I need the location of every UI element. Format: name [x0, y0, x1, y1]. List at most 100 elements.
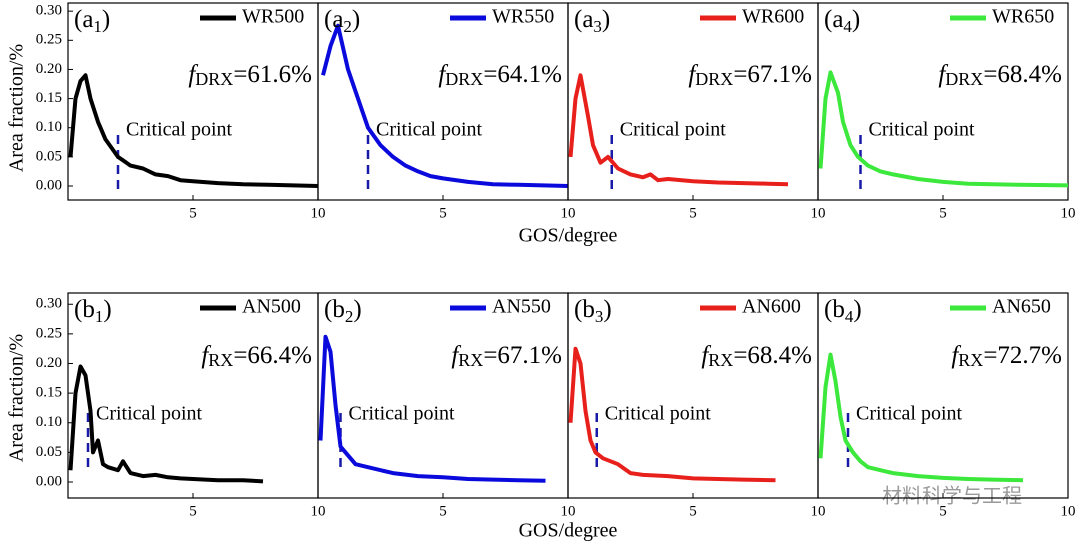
x-tick-label: 10 — [811, 205, 826, 221]
series-line — [68, 364, 264, 484]
fraction-label-part: =68.4% — [983, 61, 1062, 88]
panel-label-part: ) — [103, 296, 111, 323]
y-tick-label: 0.00 — [36, 177, 62, 193]
annotation: Critical point — [126, 119, 233, 141]
x-tick-label: 10 — [561, 503, 576, 519]
fraction-label-part: DRX — [695, 69, 733, 89]
panel-label-part: 3 — [593, 17, 602, 36]
y-tick-label: 0.05 — [36, 148, 62, 164]
fraction-label: fRX=67.1% — [451, 342, 562, 370]
fraction-label-part: =66.4% — [233, 342, 312, 369]
y-tick-label: 0.05 — [36, 444, 62, 460]
x-tick-label: 5 — [689, 205, 697, 221]
panel-label: (a2) — [324, 6, 360, 36]
y-tick-label: 0.00 — [36, 473, 62, 489]
y-tick-label: 0.10 — [36, 414, 62, 430]
panel-label-part: ) — [352, 6, 360, 33]
fraction-label-part: RX — [958, 350, 983, 370]
fraction-label-part: f — [688, 61, 698, 88]
fraction-label-part: DRX — [195, 69, 233, 89]
series-line — [568, 346, 776, 483]
x-tick-label: 5 — [189, 503, 197, 519]
fraction-label-part: =61.6% — [233, 61, 312, 88]
panel-label-part: (a — [824, 6, 843, 33]
watermark: 材料科学与工程 — [882, 484, 1022, 508]
fraction-label-part: f — [201, 342, 211, 369]
y-tick-label: 0.30 — [36, 296, 62, 312]
x-tick-label: 5 — [689, 503, 697, 519]
panel-label-part: (b — [74, 296, 95, 323]
fraction-label: fDRX=68.4% — [938, 61, 1062, 89]
series-line — [318, 334, 546, 483]
annotation: Critical point — [856, 403, 963, 425]
fraction-label-part: RX — [708, 350, 733, 370]
y-tick-label: 0.20 — [36, 61, 62, 77]
fraction-label-part: f — [451, 342, 461, 369]
panel-label-part: ) — [102, 6, 110, 33]
x-tick-label: 5 — [189, 205, 197, 221]
series-line — [818, 70, 1069, 188]
fraction-label-part: f — [438, 61, 448, 88]
fraction-label: fRX=68.4% — [701, 342, 812, 370]
panel-label-part: 2 — [343, 17, 352, 36]
legend-label: AN600 — [742, 296, 801, 318]
y-tick-label: 0.25 — [36, 32, 62, 48]
annotation: Critical point — [376, 119, 483, 141]
legend-label: WR500 — [242, 6, 304, 28]
series-line — [818, 352, 1024, 483]
plot-frame — [817, 292, 1069, 499]
panel-label-part: ) — [853, 296, 861, 323]
y-tick-label: 0.15 — [36, 385, 62, 401]
fraction-label-part: =64.1% — [483, 61, 562, 88]
panel-label: (a3) — [574, 6, 610, 36]
y-tick-label: 0.15 — [36, 90, 62, 106]
panel-label: (b2) — [324, 296, 362, 326]
fraction-label-part: =67.1% — [733, 61, 812, 88]
fraction-label-part: DRX — [945, 69, 983, 89]
fraction-label-part: f — [938, 61, 948, 88]
annotation: Critical point — [869, 119, 976, 141]
legend-label: WR550 — [492, 6, 554, 28]
fraction-label-part: =72.7% — [983, 342, 1062, 369]
legend-label: WR650 — [992, 6, 1054, 28]
panel-label-part: 3 — [595, 307, 604, 326]
panel-label: (b3) — [574, 296, 612, 326]
legend-label: AN500 — [242, 296, 301, 318]
series-line — [321, 23, 569, 188]
x-tick-label: 10 — [311, 205, 326, 221]
panel-label-part: (a — [74, 6, 93, 33]
x-tick-label: 10 — [311, 503, 326, 519]
panel-label-part: (a — [574, 6, 593, 33]
annotation: Critical point — [96, 403, 203, 425]
panel-label-part: 1 — [95, 307, 104, 326]
x-tick-label: 5 — [439, 503, 447, 519]
series-line — [68, 73, 319, 188]
x-tick-label: 10 — [561, 205, 576, 221]
panel-label-part: (a — [324, 6, 343, 33]
x-tick-label: 10 — [811, 503, 826, 519]
fraction-label-part: RX — [458, 350, 483, 370]
panel-label-part: ) — [602, 6, 610, 33]
panel-label-part: 2 — [345, 307, 354, 326]
y-tick-label: 0.25 — [36, 325, 62, 341]
fraction-label-part: =67.1% — [483, 342, 562, 369]
legend-label: AN650 — [992, 296, 1051, 318]
x-tick-label: 10 — [1061, 503, 1076, 519]
fraction-label-part: f — [701, 342, 711, 369]
x-tick-label: 5 — [939, 205, 947, 221]
fraction-label-part: RX — [208, 350, 233, 370]
x-tick-label: 5 — [439, 205, 447, 221]
x-axis-label: GOS/degree — [519, 225, 618, 247]
x-tick-label: 10 — [1061, 205, 1076, 221]
fraction-label: fDRX=64.1% — [438, 61, 562, 89]
x-tick-label: 5 — [939, 503, 947, 519]
panel-label-part: 1 — [93, 17, 102, 36]
legend-label: AN550 — [492, 296, 551, 318]
annotation: Critical point — [349, 403, 456, 425]
fraction-label: fDRX=67.1% — [688, 61, 812, 89]
panel-label: (b1) — [74, 296, 112, 326]
plot-frame — [317, 292, 569, 499]
panel-label-part: (b — [324, 296, 345, 323]
plot-frame — [567, 292, 819, 499]
